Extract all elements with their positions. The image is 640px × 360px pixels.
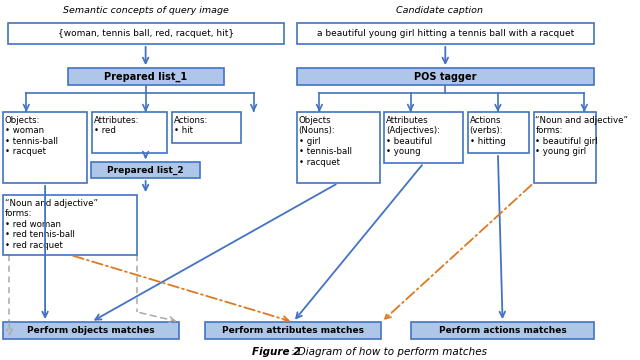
Text: Attributes:
• red: Attributes: • red <box>94 116 140 135</box>
Text: Attributes
(Adjectives):
• beautiful
• young: Attributes (Adjectives): • beautiful • y… <box>386 116 440 156</box>
Text: Actions
(verbs):
• hitting: Actions (verbs): • hitting <box>470 116 506 146</box>
FancyBboxPatch shape <box>534 112 596 183</box>
FancyBboxPatch shape <box>468 112 529 153</box>
FancyBboxPatch shape <box>297 68 594 85</box>
Text: Perform attributes matches: Perform attributes matches <box>222 326 364 335</box>
FancyBboxPatch shape <box>8 23 284 44</box>
Text: Prepared list_2: Prepared list_2 <box>108 166 184 175</box>
Text: Candidate caption: Candidate caption <box>396 6 483 15</box>
FancyBboxPatch shape <box>412 322 594 339</box>
FancyBboxPatch shape <box>297 112 380 183</box>
Text: “Noun and adjective”
forms:
• red woman
• red tennis-ball
• red racquet: “Noun and adjective” forms: • red woman … <box>4 199 98 249</box>
FancyBboxPatch shape <box>205 322 381 339</box>
FancyBboxPatch shape <box>3 195 137 255</box>
Text: POS tagger: POS tagger <box>414 72 477 81</box>
Text: Prepared list_1: Prepared list_1 <box>104 71 187 82</box>
Text: “Noun and adjective”
forms:
• beautiful girl
• young girl: “Noun and adjective” forms: • beautiful … <box>536 116 628 156</box>
FancyBboxPatch shape <box>91 162 200 178</box>
Text: Objects
(Nouns):
• girl
• tennis-ball
• racquet: Objects (Nouns): • girl • tennis-ball • … <box>299 116 352 167</box>
Text: : Diagram of how to perform matches: : Diagram of how to perform matches <box>291 347 487 357</box>
FancyBboxPatch shape <box>68 68 223 85</box>
Text: Perform actions matches: Perform actions matches <box>439 326 566 335</box>
FancyBboxPatch shape <box>3 322 179 339</box>
FancyBboxPatch shape <box>3 112 88 183</box>
Text: Objects:
• woman
• tennis-ball
• racquet: Objects: • woman • tennis-ball • racquet <box>4 116 58 156</box>
Text: Semantic concepts of query image: Semantic concepts of query image <box>63 6 228 15</box>
Text: a beautiful young girl hitting a tennis ball with a racquet: a beautiful young girl hitting a tennis … <box>317 29 574 38</box>
Text: Actions:
• hit: Actions: • hit <box>174 116 208 135</box>
Text: {woman, tennis ball, red, racquet, hit}: {woman, tennis ball, red, racquet, hit} <box>58 29 234 38</box>
FancyBboxPatch shape <box>297 23 594 44</box>
FancyBboxPatch shape <box>384 112 463 163</box>
Text: Figure 2: Figure 2 <box>252 347 300 357</box>
FancyBboxPatch shape <box>92 112 167 153</box>
Text: Perform objects matches: Perform objects matches <box>28 326 155 335</box>
FancyBboxPatch shape <box>172 112 241 143</box>
